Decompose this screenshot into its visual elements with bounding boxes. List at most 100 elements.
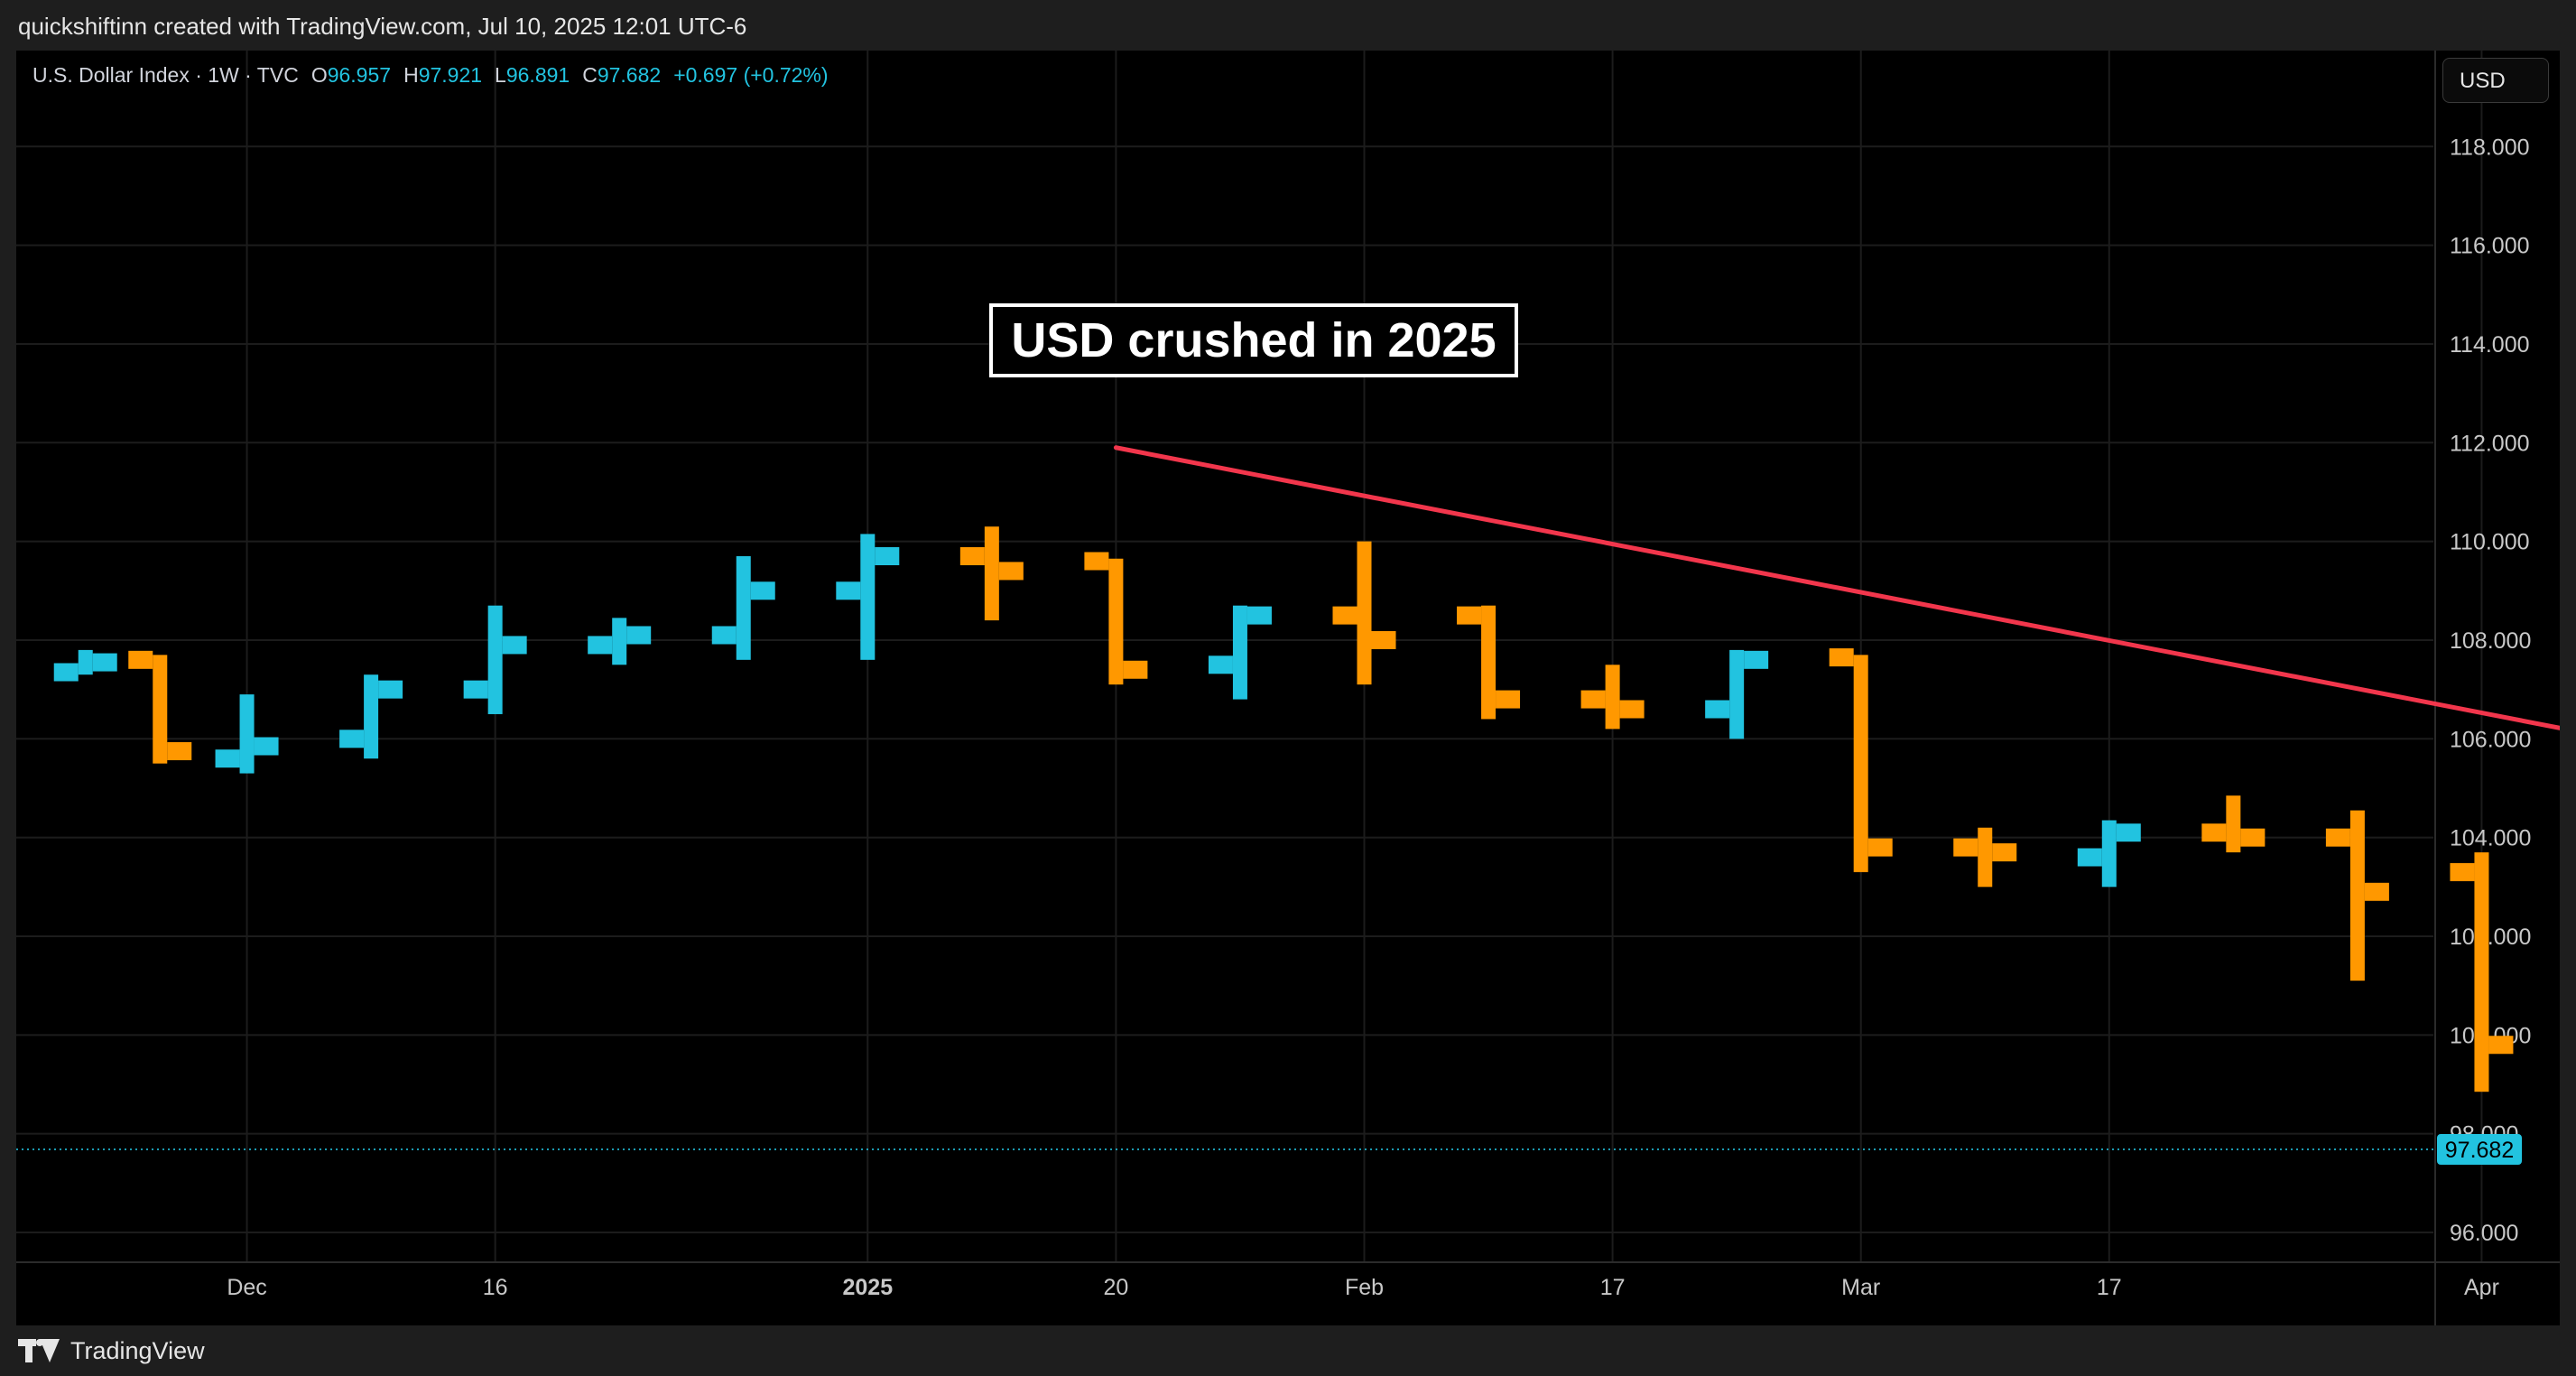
- symbol-title: U.S. Dollar Index · 1W · TVC: [32, 63, 299, 87]
- ohlc-bar-range: [364, 674, 379, 759]
- ohlc-bar: [1580, 665, 1645, 730]
- ohlc-bar-open-tick: [711, 626, 737, 645]
- ohlc-bar-open-tick: [1580, 690, 1606, 709]
- ohlc-bar-close-tick: [998, 562, 1024, 581]
- y-tick-label: 102.000: [2450, 925, 2531, 950]
- ohlc-bar-open-tick: [128, 650, 153, 669]
- y-tick-label: 110.000: [2450, 530, 2530, 555]
- trendline: [1113, 445, 2560, 730]
- ohlc-bar-close-tick: [2116, 823, 2141, 842]
- close-label: C: [582, 63, 598, 87]
- ohlc-bar-range: [1357, 541, 1372, 685]
- ohlc-bar-range: [2101, 820, 2117, 888]
- ohlc-bar-range: [487, 605, 503, 714]
- ohlc-bar: [2325, 810, 2389, 981]
- y-tick-label: 108.000: [2450, 628, 2531, 654]
- ohlc-bar: [1084, 552, 1148, 685]
- ohlc-bar: [1457, 605, 1521, 720]
- footer: TradingView: [0, 1325, 2576, 1376]
- chart-area[interactable]: 118.000 116.000 114.000 112.000 110.000 108.0…: [16, 51, 2560, 1325]
- x-tick-label: 17: [1600, 1275, 1626, 1300]
- x-tick-label: 2025: [842, 1275, 893, 1300]
- ohlc-bar-open-tick: [2201, 823, 2227, 842]
- ohlc-bar-range: [239, 694, 255, 774]
- ohlc-bar-range: [1232, 605, 1247, 700]
- tradingview-brand[interactable]: TradingView: [18, 1336, 205, 1365]
- ohlc-bar-close-tick: [1744, 650, 1769, 669]
- x-tick-label: 20: [1103, 1275, 1128, 1300]
- ohlc-bar-close-tick: [378, 680, 403, 699]
- ohlc-bar-close-tick: [1867, 838, 1893, 857]
- brand-name: TradingView: [70, 1336, 205, 1364]
- ohlc-bar: [128, 650, 192, 764]
- currency-button[interactable]: USD: [2442, 58, 2549, 103]
- ohlc-bar-open-tick: [1829, 648, 1854, 667]
- ohlc-bar-open-tick: [53, 663, 79, 682]
- ohlc-bar: [215, 694, 279, 774]
- ohlc-bar-open-tick: [1208, 655, 1233, 674]
- chart-credit: quickshiftinn created with TradingView.c…: [18, 13, 747, 40]
- x-tick-label: Feb: [1345, 1275, 1384, 1300]
- ohlc-bar-close-tick: [92, 653, 117, 672]
- low-value: 96.891: [505, 63, 570, 87]
- ohlc-bar-close-tick: [167, 741, 192, 760]
- ohlc-bar-open-tick: [215, 749, 240, 768]
- low-label: L: [495, 63, 506, 87]
- chart-annotation-text[interactable]: USD crushed in 2025: [989, 303, 1518, 377]
- ohlc-bar-close-tick: [1123, 660, 1148, 679]
- ohlc-bar-open-tick: [339, 730, 365, 748]
- y-tick-label: 104.000: [2450, 826, 2531, 851]
- ohlc-bar-range: [78, 649, 93, 675]
- ohlc-bar-close-tick: [1496, 690, 1521, 709]
- ohlc-bar-close-tick: [1619, 700, 1645, 719]
- ohlc-bar-range: [1605, 665, 1620, 730]
- x-tick-label: Apr: [2464, 1275, 2499, 1300]
- ohlc-bar-open-tick: [1084, 552, 1109, 571]
- ohlc-bar-open-tick: [836, 581, 861, 600]
- ohlc-bar: [588, 618, 652, 665]
- last-price-badge: [2437, 1134, 2522, 1166]
- ohlc-legend: U.S. Dollar Index · 1W · TVC O96.957 H97.9…: [32, 63, 829, 88]
- ohlc-bar-close-tick: [502, 636, 527, 655]
- ohlc-bar-open-tick: [1457, 606, 1482, 625]
- ohlc-bar-close-tick: [2488, 1036, 2514, 1055]
- ohlc-bar-range: [612, 618, 627, 665]
- ohlc-bar-open-tick: [2077, 848, 2102, 867]
- ohlc-bar: [959, 526, 1024, 621]
- high-value: 97.921: [418, 63, 483, 87]
- ohlc-bar-close-tick: [2240, 828, 2266, 847]
- high-label: H: [403, 63, 419, 87]
- ohlc-bar-range: [2349, 810, 2365, 981]
- last-price-label: 97.682: [2445, 1138, 2514, 1163]
- ohlc-bar: [339, 674, 403, 759]
- y-tick-label: 106.000: [2450, 727, 2531, 752]
- ohlc-bar: [2077, 820, 2141, 888]
- close-value: 97.682: [597, 63, 662, 87]
- ohlc-bar-open-tick: [1705, 700, 1730, 719]
- change-value: +0.697 (+0.72%): [673, 63, 829, 87]
- ohlc-bar-close-tick: [1371, 630, 1396, 649]
- ohlc-bar-open-tick: [1953, 838, 1978, 857]
- ohlc-bar: [1332, 541, 1396, 685]
- open-value: 96.957: [327, 63, 392, 87]
- top-bar: quickshiftinn created with TradingView.c…: [0, 0, 2576, 51]
- ohlc-bar-range: [1481, 605, 1496, 720]
- ohlc-bar-close-tick: [254, 737, 279, 756]
- ohlc-bar: [53, 649, 117, 682]
- ohlc-bar: [1829, 648, 1893, 872]
- ohlc-bar: [2450, 852, 2514, 1092]
- ohlc-bar-range: [1978, 827, 1993, 888]
- ohlc-bar-close-tick: [750, 581, 775, 600]
- x-tick-label: 17: [2097, 1275, 2122, 1300]
- ohlc-bar-range: [1729, 649, 1745, 739]
- x-tick-label: Dec: [227, 1275, 266, 1300]
- ohlc-chart[interactable]: 118.000 116.000 114.000 112.000 110.000 108.0…: [16, 51, 2560, 1325]
- ohlc-bar-range: [736, 556, 751, 660]
- y-tick-label: 116.000: [2450, 234, 2530, 259]
- y-tick-label: 96.000: [2450, 1221, 2518, 1246]
- ohlc-bar-open-tick: [463, 680, 488, 699]
- y-tick-label: 114.000: [2450, 332, 2530, 358]
- ohlc-bar-close-tick: [875, 547, 900, 566]
- ohlc-bar: [1953, 827, 2017, 888]
- ohlc-bar-open-tick: [588, 636, 613, 655]
